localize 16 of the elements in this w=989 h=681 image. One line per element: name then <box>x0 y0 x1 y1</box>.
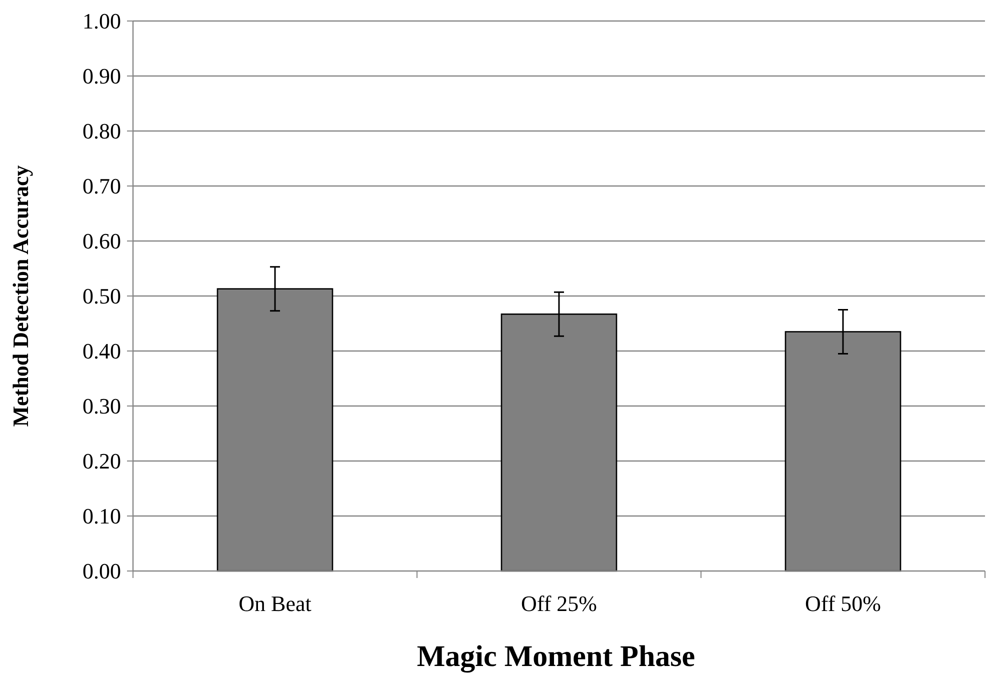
y-tick-label: 0.80 <box>82 118 121 144</box>
y-tick-label: 0.90 <box>82 64 121 89</box>
y-tick-label: 0.50 <box>82 284 121 309</box>
y-tick-label: 0.20 <box>82 448 121 474</box>
x-axis-title: Magic Moment Phase <box>416 640 696 673</box>
x-tick-label: Off 50% <box>805 591 881 616</box>
y-tick-label: 0.40 <box>82 338 121 364</box>
y-tick-label: 0.30 <box>82 394 121 419</box>
y-tick-label: 0.60 <box>82 228 121 254</box>
y-tick-label: 0.10 <box>82 504 121 529</box>
y-tick-label: 1.00 <box>82 8 121 34</box>
y-tick-label: 0.70 <box>82 174 121 199</box>
y-axis-title: Method Detection Accuracy <box>8 165 33 427</box>
y-tick-label: 0.00 <box>82 558 121 584</box>
x-tick-label: On Beat <box>238 591 312 616</box>
x-tick-label: Off 25% <box>521 591 597 616</box>
